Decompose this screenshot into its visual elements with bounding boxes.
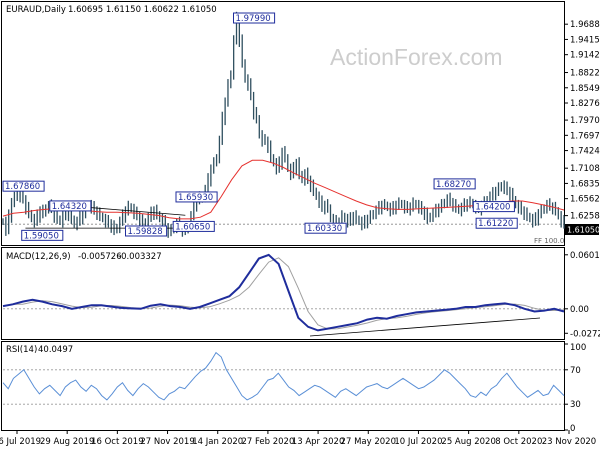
rsi-value: 40.0497	[38, 345, 73, 355]
price-annotation: 1.60330	[304, 222, 347, 234]
macd-ytick-label: 0.00	[570, 305, 589, 315]
price-ytick-label: 1.65624	[570, 195, 600, 205]
price-title: EURAUD,Daily	[6, 5, 66, 15]
xtick-label: 16 Jul 2019	[0, 437, 41, 447]
price-ytick-label: 1.68355	[570, 179, 600, 189]
price-annotation: 1.65930	[175, 191, 218, 203]
watermark: ActionForex.com	[330, 44, 503, 70]
macd-ytick-label: 0.060165	[570, 251, 600, 261]
price-annotation-label: 1.61220	[478, 219, 513, 229]
price-annotation-label: 1.59050	[24, 231, 59, 241]
xtick-label: 27 May 2020	[341, 437, 396, 447]
rsi-ytick-label: 0	[570, 424, 575, 434]
price-ytick-label: 1.74240	[570, 147, 600, 157]
price-annotation: 1.67860	[2, 180, 45, 192]
rsi-line	[2, 351, 565, 401]
price-sma-line	[2, 159, 565, 220]
macd-trendline	[309, 317, 541, 337]
price-ytick-label: 1.94152	[570, 35, 600, 45]
price-ytick-label: 1.85490	[570, 84, 600, 94]
xtick-label: 13 Apr 2020	[292, 437, 345, 447]
ff-label: FF 100.0	[534, 237, 564, 245]
price-ytick-label: 1.71085	[570, 164, 600, 174]
price-annotation: 1.64200	[472, 201, 515, 213]
rsi-grid	[3, 369, 564, 405]
current-price-label: 1.61050	[567, 226, 600, 235]
price-annotation-label: 1.64320	[52, 202, 87, 212]
xtick-label: 16 Oct 2019	[91, 437, 144, 447]
price-annotation-label: 1.67860	[5, 182, 40, 192]
price-annotation: 1.60650	[172, 220, 215, 232]
rsi-ytick-label: 100	[570, 343, 586, 353]
rsi-panel-frame	[1, 341, 565, 431]
rsi-y-axis: 100 70 30 0	[564, 343, 586, 434]
price-ytick-label: 1.62585	[570, 212, 600, 222]
macd-value2: -0.003327	[118, 252, 162, 262]
price-annotation-label: 1.65930	[178, 193, 213, 203]
macd-panel-frame	[1, 247, 565, 340]
price-annotations: 1.97990 1.68270 1.65930 1.64320 1.64200 1.590…	[2, 12, 518, 241]
price-ytick-label: 1.82760	[570, 99, 600, 109]
xtick-label: 25 Aug 2020	[441, 437, 495, 447]
price-ytick-label: 1.96883	[570, 20, 600, 30]
price-annotation-label: 1.68270	[436, 180, 471, 190]
price-annotation: 1.64320	[49, 200, 92, 212]
price-annotation: 1.61220	[475, 217, 518, 229]
xtick-label: 8 Oct 2020	[495, 437, 542, 447]
xtick-label: 29 Aug 2019	[40, 437, 94, 447]
rsi-ytick-label: 30	[570, 400, 581, 410]
xtick-label: 23 Nov 2020	[542, 437, 596, 447]
price-annotation: 1.97990	[232, 12, 276, 24]
price-annotation-label: 1.60330	[307, 224, 342, 234]
xtick-label: 27 Feb 2020	[241, 437, 294, 447]
xtick-label: 10 Jul 2020	[394, 437, 442, 447]
price-annotation-label: 1.59828	[128, 227, 163, 237]
xtick-label: 27 Nov 2019	[140, 437, 194, 447]
price-annotation-label: 1.97990	[235, 14, 270, 24]
rsi-ytick-label: 70	[570, 366, 581, 376]
price-annotation-label: 1.60650	[175, 222, 210, 232]
rsi-title: RSI(14)	[6, 345, 37, 355]
macd-value1: -0.005726	[78, 252, 122, 262]
price-annotation: 1.59828	[125, 225, 168, 237]
price-ohlc: 1.60695 1.61150 1.60622 1.61050	[68, 5, 217, 15]
price-annotation-label: 1.64200	[475, 203, 510, 213]
price-annotation: 1.68270	[433, 178, 476, 190]
macd-signal-line	[2, 257, 565, 330]
macd-line	[2, 253, 565, 332]
price-annotation: 1.59050	[21, 229, 64, 241]
macd-y-axis: 0.060165 0.00 -0.02725	[564, 251, 600, 339]
macd-title: MACD(12,26,9)	[6, 252, 71, 262]
price-ytick-label: 1.76970	[570, 131, 600, 141]
current-price-box	[565, 224, 599, 235]
macd-ytick-label: -0.02725	[570, 329, 600, 339]
xtick-label: 14 Jan 2020	[192, 437, 243, 447]
